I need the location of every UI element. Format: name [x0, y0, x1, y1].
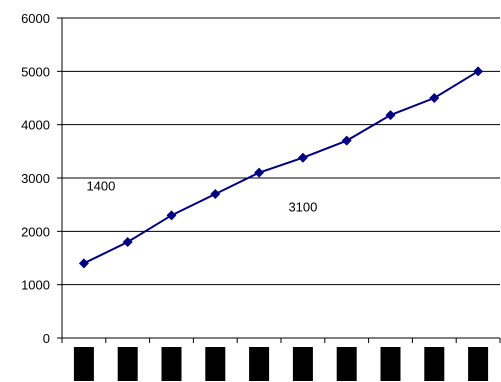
- x-category-label-redacted: [468, 347, 489, 381]
- y-tick-label: 0: [43, 331, 50, 346]
- data-point: [210, 189, 221, 199]
- x-category-label-redacted: [117, 347, 138, 381]
- x-category-label-redacted: [292, 347, 313, 381]
- data-point: [429, 93, 440, 103]
- y-tick-label: 3000: [21, 171, 50, 186]
- data-annotation: 3100: [288, 200, 317, 215]
- data-point: [122, 237, 133, 247]
- x-category-label-redacted: [205, 347, 226, 381]
- data-annotation: 1400: [86, 178, 115, 193]
- y-tick-label: 1000: [21, 278, 50, 293]
- data-point: [166, 210, 177, 221]
- x-category-label-redacted: [424, 347, 445, 381]
- y-tick-labels: 0 1000 2000 3000 4000 5000 6000: [21, 11, 50, 346]
- axes: [57, 17, 501, 343]
- x-category-label-redacted: [249, 347, 270, 381]
- x-category-labels: [73, 347, 489, 381]
- data-point: [341, 135, 352, 146]
- x-category-label-redacted: [161, 347, 182, 381]
- data-point: [385, 110, 396, 121]
- data-point: [254, 167, 265, 178]
- series-line: [83, 70, 479, 265]
- series-line-path: [83, 70, 479, 265]
- y-tick-label: 4000: [21, 118, 50, 133]
- x-category-label-redacted: [380, 347, 401, 381]
- series-markers: [78, 66, 484, 269]
- data-point: [297, 152, 308, 163]
- y-tick-label: 2000: [21, 224, 50, 239]
- grid-lines: [62, 17, 500, 286]
- x-category-label-redacted: [336, 347, 357, 381]
- x-category-label-redacted: [73, 347, 94, 381]
- annotations: 1400 3100: [86, 178, 317, 214]
- y-tick-label: 6000: [21, 11, 50, 26]
- y-tick-label: 5000: [21, 64, 50, 79]
- data-point: [78, 258, 89, 269]
- data-point: [473, 66, 484, 77]
